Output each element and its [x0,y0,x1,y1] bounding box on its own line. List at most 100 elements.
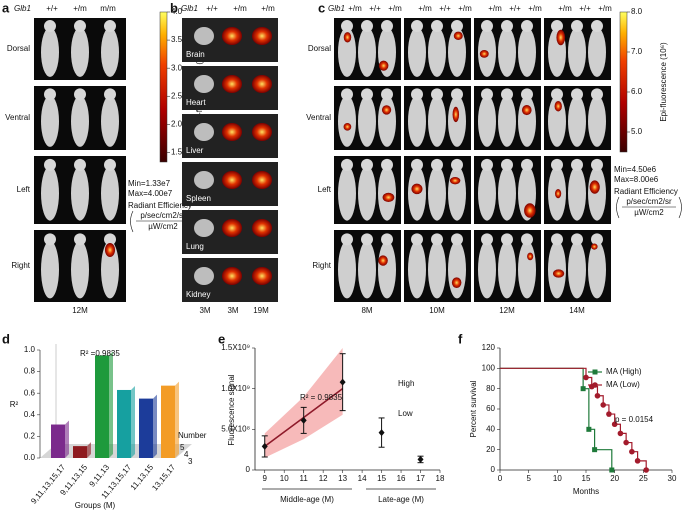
signal [524,203,536,218]
panel-label: f [458,331,463,346]
legend-marker [592,369,598,375]
mouse-head [381,233,393,246]
organ [252,27,272,45]
age-label: 10M [429,306,445,315]
mouse [408,240,426,299]
age-label: 8M [361,306,372,315]
min-label: Min=4.50e6 [614,165,657,174]
min-label: Min=1.33e7 [128,179,171,188]
mouse-head [381,20,393,33]
colorbar [159,11,168,163]
view-label: Right [312,261,331,270]
band-label: High [398,379,414,388]
organ [252,219,272,237]
organ [194,219,214,237]
signal [555,189,562,199]
point [617,430,624,437]
mouse-head [104,88,116,101]
bar-side [87,442,91,458]
colorbar-tick-label: 8.0 [631,7,643,16]
x-tick-label: 10 [280,474,289,483]
mouse-head [411,88,423,101]
gene: Glb1 [14,4,31,13]
y-tick-label: 60 [486,404,495,413]
mouse-head [431,158,443,171]
mouse [518,27,536,77]
mouse [588,166,606,221]
genotype: +/+ [579,4,591,13]
band-label: Low [398,409,413,418]
point [634,458,641,464]
mouse [448,166,466,221]
y-tick-label: 0.8 [24,367,36,376]
signal [589,180,600,194]
signal [591,243,598,250]
organ-label: Brain [186,50,205,59]
colorbar-tick-label: 5.0 [631,127,643,136]
mouse [358,166,376,221]
view-label: Left [318,185,332,194]
x-tick-label: 9 [263,474,268,483]
y-label: R² [10,400,19,409]
genotype: +/m [458,4,472,13]
mouse-head [74,233,86,246]
y-tick-label: 1.0X10⁹ [221,384,250,393]
mouse-head [74,20,86,33]
mouse [588,95,606,147]
colorbar-tick-label: 4.0 [171,7,183,16]
x-label: Months [573,487,599,496]
annotation: p = 0.0154 [615,415,654,424]
panel-label: a [2,0,10,15]
mouse-head [481,158,493,171]
genotype: +/m [73,4,87,13]
mouse [358,27,376,77]
organ-label: Heart [186,98,206,107]
signal [451,277,462,289]
signal [449,176,461,185]
x-tick-label: 20 [610,474,619,483]
point [378,429,385,437]
panel-label: d [2,331,10,346]
mouse [41,166,59,221]
signal [552,269,565,278]
point [609,467,615,473]
mouse [378,240,396,299]
mouse-head [361,158,373,171]
mouse [568,166,586,221]
age-label: 14M [569,306,585,315]
signal [381,105,392,115]
point [586,426,592,432]
x-tick-label: 25 [639,474,648,483]
signal [521,105,532,116]
point [643,467,649,473]
mouse-head [451,158,463,171]
organ [194,267,214,285]
y-tick-label: 1.0 [24,345,36,354]
genotype: +/+ [369,4,381,13]
colorbar [619,11,628,153]
signal [479,49,489,58]
mouse-head [361,233,373,246]
organ [222,219,242,237]
bar [161,385,175,458]
point [580,386,586,392]
signal [343,122,352,131]
mouse-head [451,20,463,33]
genotype: m/m [100,4,116,13]
organ [194,75,214,93]
panel-label: b [170,0,178,15]
mouse-head [481,20,493,33]
mouse [358,95,376,147]
mouse-head [521,20,533,33]
mouse [498,240,516,299]
mouse-head [551,88,563,101]
confidence-band [264,348,343,458]
mouse-head [44,158,56,171]
y-tick-label: 100 [482,363,496,372]
genotype: +/m [418,4,432,13]
mouse-head [521,88,533,101]
point [417,455,424,463]
unit-denominator: µW/cm2 [634,208,664,217]
organ [252,171,272,189]
bar [95,355,109,458]
